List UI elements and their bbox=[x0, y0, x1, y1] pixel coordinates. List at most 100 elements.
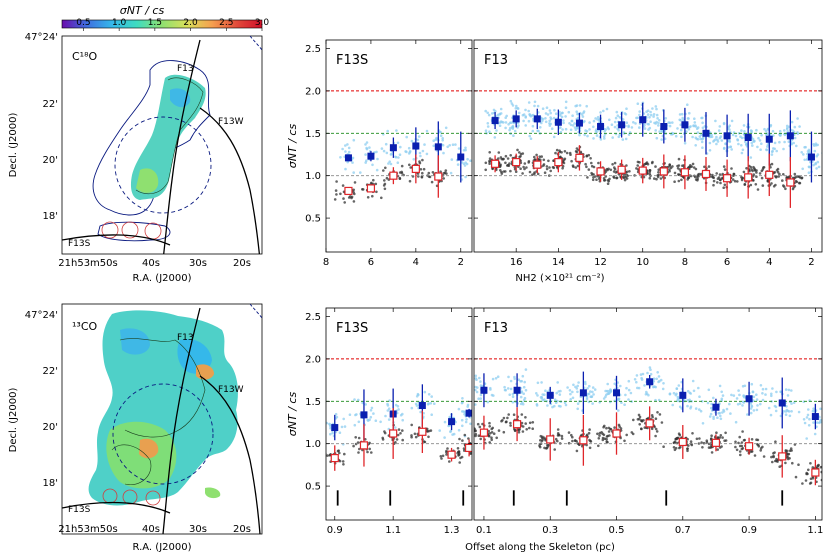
cloud-point-13co bbox=[474, 385, 478, 389]
cloud-point-13co bbox=[617, 135, 621, 139]
map-xlabel: R.A. (J2000) bbox=[133, 273, 192, 284]
cloud-point-13co bbox=[643, 384, 646, 387]
cloud-point-13co bbox=[427, 393, 431, 396]
cloud-point-13co bbox=[734, 134, 738, 138]
cloud-point-c18o bbox=[776, 170, 780, 174]
cloud-point-13co bbox=[412, 158, 416, 161]
cloud-point-13co bbox=[583, 380, 587, 384]
cloud-point-c18o bbox=[692, 166, 696, 169]
cloud-point-c18o bbox=[552, 159, 555, 162]
cloud-point-c18o bbox=[773, 451, 776, 454]
cloud-point-13co bbox=[517, 124, 520, 127]
cloud-point-13co bbox=[408, 151, 412, 154]
cloud-point-13co bbox=[606, 382, 609, 386]
cloud-point-13co bbox=[357, 398, 360, 402]
cloud-point-13co bbox=[541, 398, 545, 402]
cloud-point-13co bbox=[815, 154, 819, 158]
marker-13co bbox=[457, 153, 465, 161]
cloud-point-c18o bbox=[384, 166, 387, 170]
cloud-point-13co bbox=[643, 127, 647, 130]
cloud-point-c18o bbox=[374, 182, 378, 186]
panel-f13-offset: 0.1 0.3 0.5 0.7 0.9 1.1 F13 Offset along the Sk… bbox=[465, 307, 830, 553]
cloud-point-c18o bbox=[749, 165, 753, 169]
cloud-point-13co bbox=[793, 136, 797, 140]
panel-f13-column-density: 16 14 12 10 8 6 4 2 F13 NH2 (×10²¹ cm⁻²) bbox=[473, 39, 823, 284]
map-xtick: 20s bbox=[233, 258, 251, 269]
cloud-point-13co bbox=[749, 402, 753, 405]
cloud-point-c18o bbox=[545, 165, 549, 168]
skeleton-f13s bbox=[62, 234, 171, 246]
marker-13co bbox=[778, 399, 786, 407]
cloud-point-13co bbox=[723, 146, 726, 150]
cloud-point-13co bbox=[774, 409, 778, 413]
cloud-point-13co bbox=[419, 410, 422, 414]
cloud-point-13co bbox=[486, 400, 490, 404]
cloud-point-13co bbox=[536, 104, 540, 108]
cloud-point-13co bbox=[806, 413, 810, 417]
cloud-point-c18o bbox=[613, 426, 616, 429]
cloud-point-c18o bbox=[605, 437, 608, 441]
cloud-point-13co bbox=[678, 113, 682, 116]
cloud-point-13co bbox=[710, 402, 713, 406]
cloud-point-13co bbox=[386, 129, 390, 133]
cloud-point-c18o bbox=[502, 170, 506, 173]
cloud-point-13co bbox=[592, 125, 595, 129]
cloud-point-13co bbox=[394, 426, 397, 429]
cloud-point-c18o bbox=[753, 167, 756, 170]
cloud-point-c18o bbox=[463, 449, 466, 452]
cloud-point-13co bbox=[750, 405, 754, 408]
cloud-point-c18o bbox=[366, 196, 370, 199]
marker-13co bbox=[811, 413, 819, 421]
cloud-point-c18o bbox=[488, 160, 491, 164]
cloud-point-13co bbox=[710, 406, 713, 410]
cloud-point-13co bbox=[442, 151, 445, 155]
cloud-point-13co bbox=[757, 136, 760, 140]
cloud-point-13co bbox=[738, 393, 741, 397]
cloud-point-c18o bbox=[488, 157, 492, 160]
cloud-point-13co bbox=[533, 104, 536, 108]
cloud-point-13co bbox=[368, 146, 371, 149]
cloud-point-13co bbox=[506, 387, 510, 390]
cloud-point-c18o bbox=[758, 172, 762, 175]
cloud-point-13co bbox=[569, 128, 573, 132]
cloud-point-c18o bbox=[467, 437, 470, 440]
emission-patch bbox=[139, 438, 159, 459]
cloud-point-13co bbox=[398, 153, 402, 156]
cloud-point-13co bbox=[661, 387, 665, 391]
cloud-point-c18o bbox=[686, 447, 689, 451]
xtick-label: 0.7 bbox=[675, 525, 691, 536]
emission-patch bbox=[205, 487, 221, 499]
cloud-point-13co bbox=[475, 410, 478, 413]
cloud-point-13co bbox=[603, 137, 606, 140]
panel-frame bbox=[473, 39, 823, 253]
cloud-point-c18o bbox=[648, 176, 652, 180]
cloud-point-c18o bbox=[368, 447, 372, 451]
cloud-point-13co bbox=[688, 111, 691, 115]
cloud-point-13co bbox=[410, 406, 414, 410]
cloud-point-13co bbox=[503, 385, 506, 389]
marker-13co bbox=[745, 395, 753, 403]
cloud-point-13co bbox=[652, 385, 656, 389]
cloud-point-13co bbox=[432, 139, 436, 142]
cloud-point-13co bbox=[444, 126, 448, 130]
cloud-point-c18o bbox=[761, 184, 765, 187]
beam-circle bbox=[114, 116, 212, 214]
map-xtick: 30s bbox=[189, 524, 207, 535]
cloud-point-13co bbox=[674, 134, 678, 138]
cloud-point-13co bbox=[592, 393, 595, 396]
cloud-point-c18o bbox=[672, 446, 676, 449]
cloud-point-13co bbox=[656, 117, 659, 120]
cloud-point-13co bbox=[553, 404, 556, 408]
cloud-point-13co bbox=[520, 390, 524, 393]
cloud-point-13co bbox=[667, 121, 670, 124]
cloud-point-c18o bbox=[827, 472, 830, 475]
cloud-point-c18o bbox=[606, 182, 610, 185]
cloud-point-c18o bbox=[588, 446, 592, 450]
colorbar-tick-label: 3.0 bbox=[255, 18, 270, 28]
marker-c18o bbox=[464, 443, 472, 453]
cloud-point-13co bbox=[649, 368, 652, 372]
cloud-point-13co bbox=[613, 382, 616, 386]
cloud-point-c18o bbox=[724, 439, 728, 442]
cloud-point-c18o bbox=[756, 188, 760, 191]
cloud-point-c18o bbox=[560, 151, 563, 154]
